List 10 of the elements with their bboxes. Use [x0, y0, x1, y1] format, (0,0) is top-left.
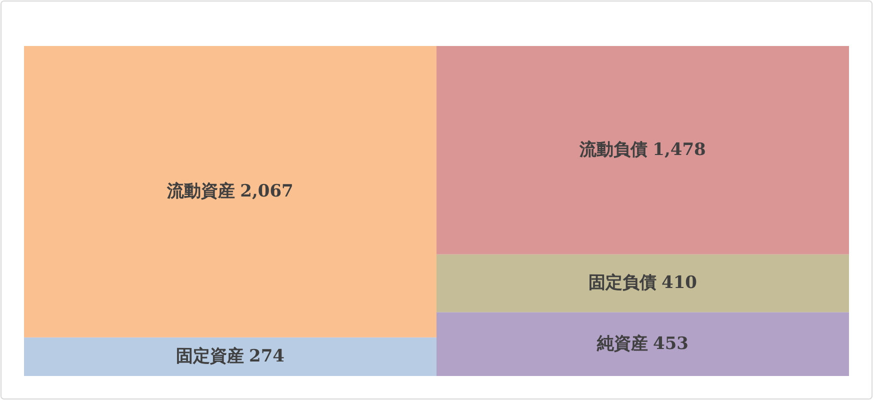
series-label: 流動負債 — [578, 140, 648, 160]
data-label: 453 — [653, 334, 688, 354]
data-label: 274 — [249, 346, 285, 367]
data-label: 2,067 — [240, 182, 294, 202]
data-label: 1,478 — [652, 140, 706, 160]
series-label: 純資産 — [596, 334, 648, 354]
data-label: 410 — [662, 273, 698, 294]
series-label: 固定資産 — [176, 346, 244, 367]
series-label: 流動資産 — [166, 182, 236, 202]
series-label: 固定負債 — [588, 273, 656, 294]
